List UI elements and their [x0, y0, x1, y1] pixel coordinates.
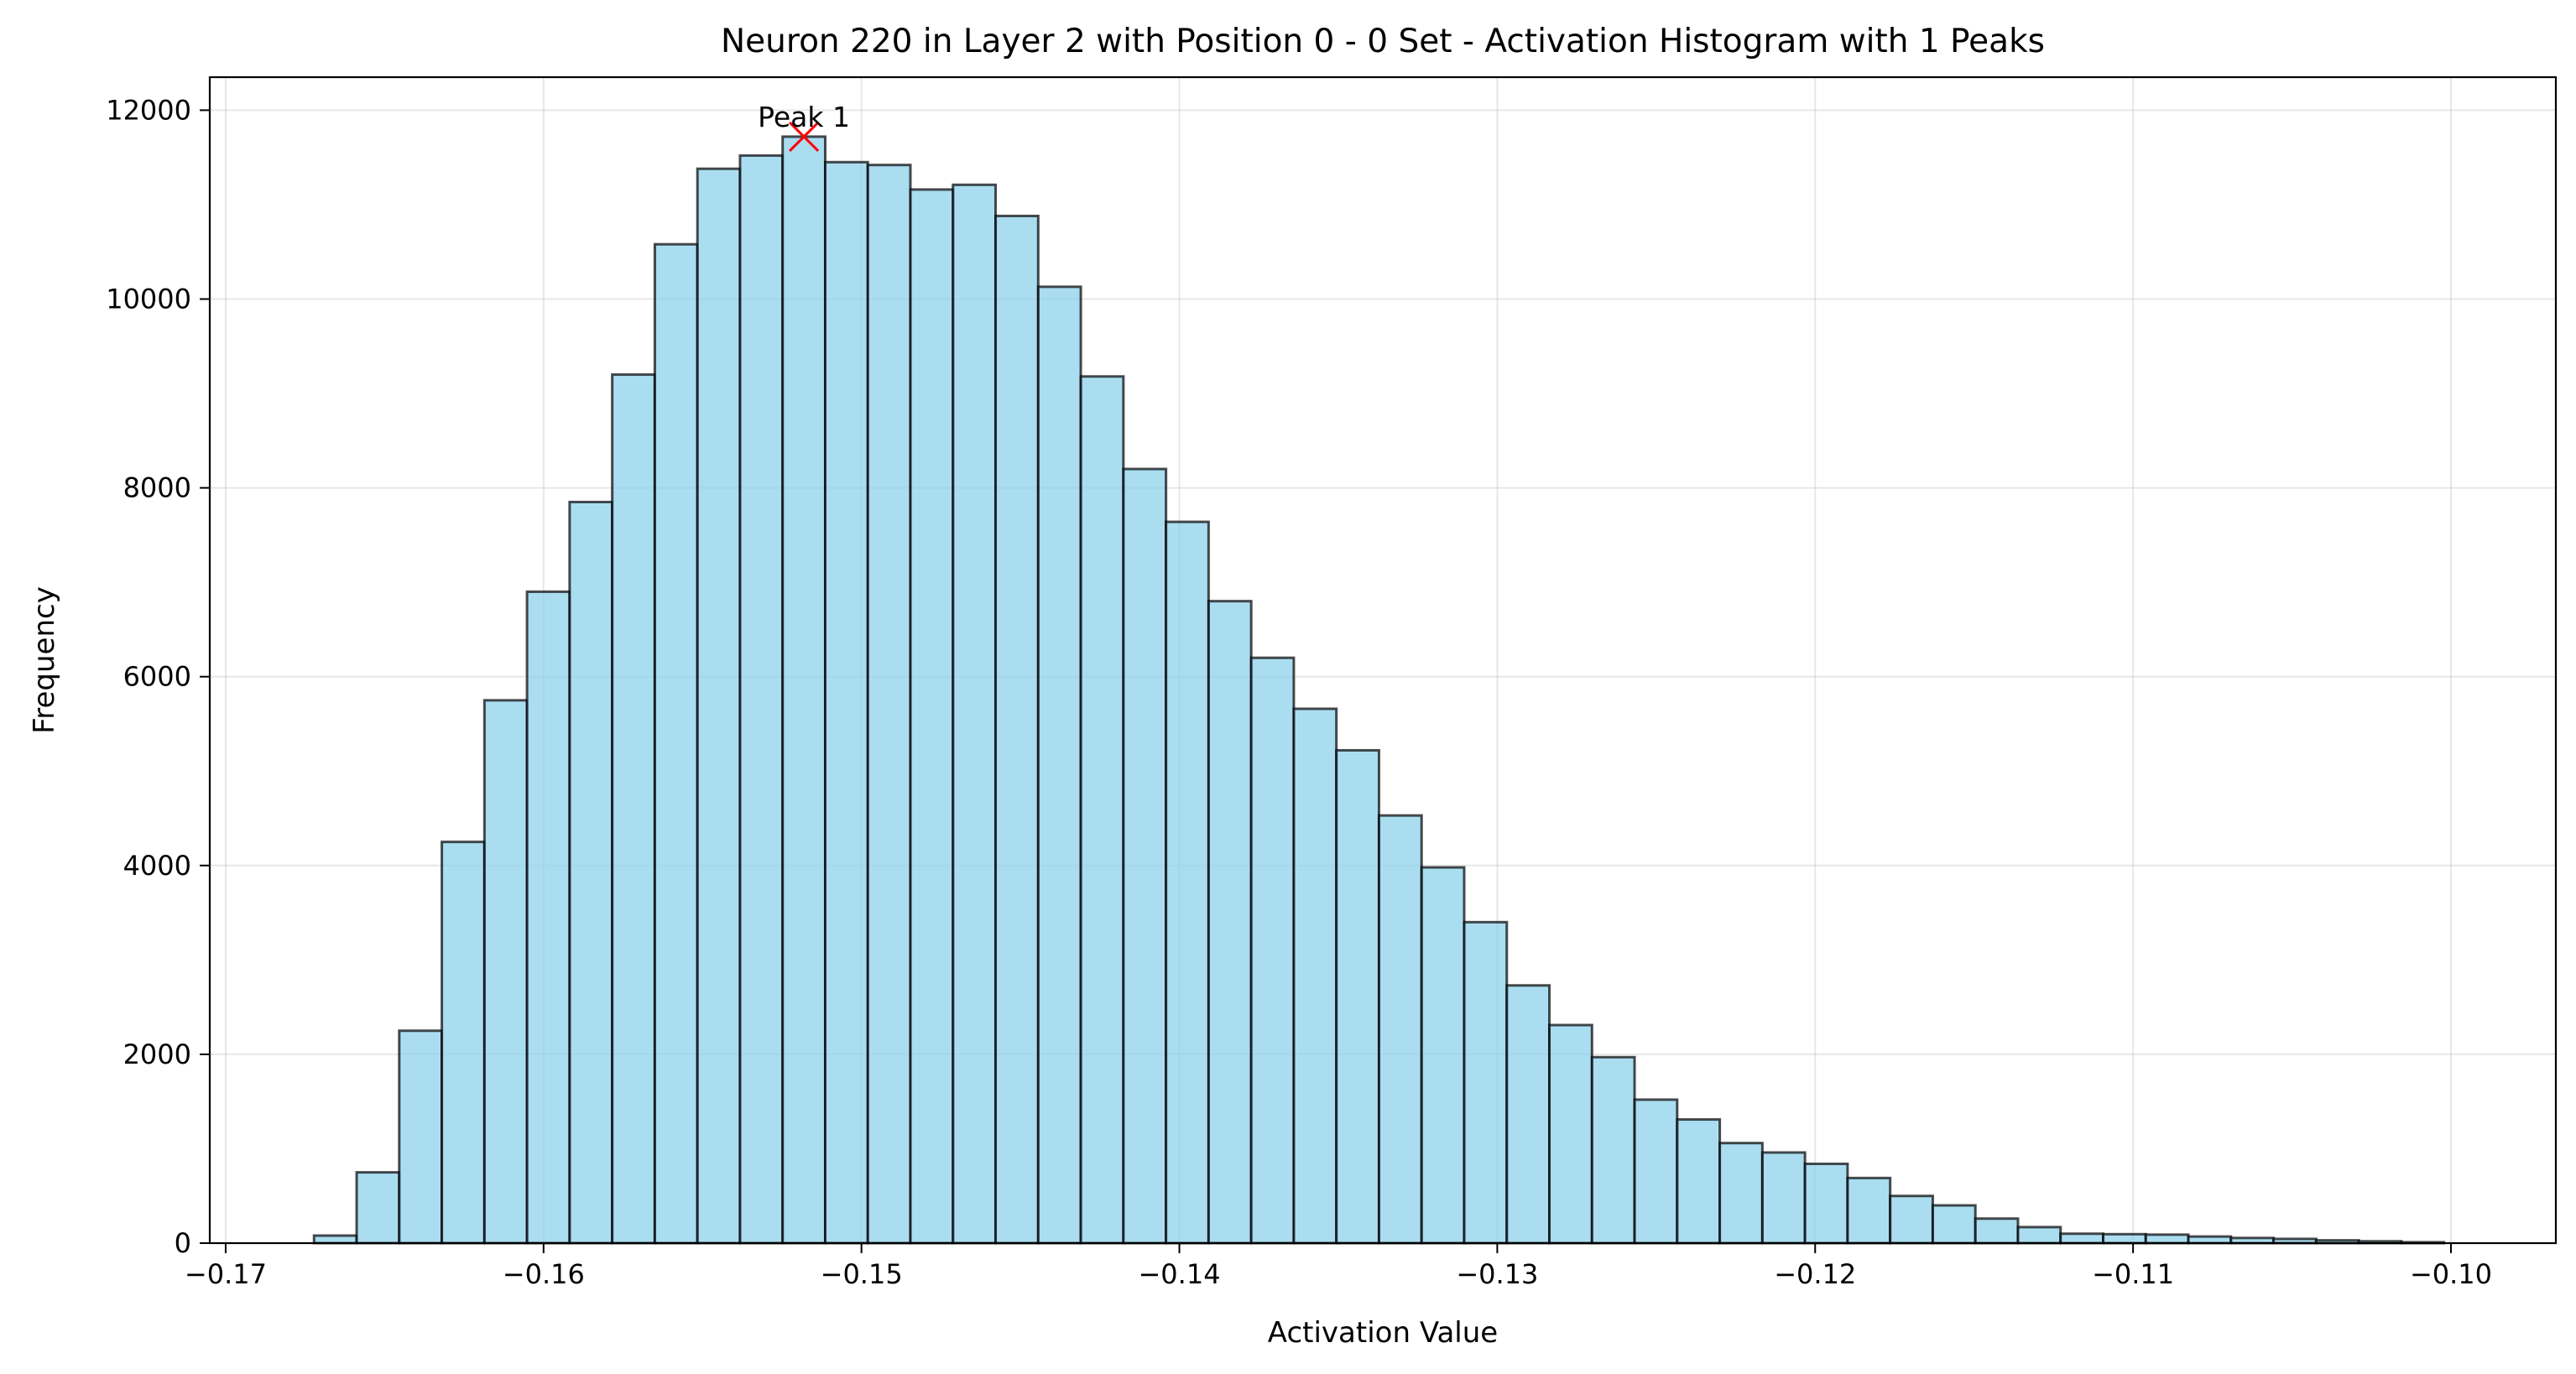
histogram-bar: [1633, 1098, 1679, 1245]
peak-x-stroke: [789, 121, 820, 152]
x-tick-label: −0.15: [821, 1258, 903, 1290]
plot-area-frame: [208, 75, 2558, 1245]
histogram-bar: [2187, 1235, 2233, 1245]
histogram-bar: [1974, 1217, 2020, 1245]
histogram-bar: [738, 154, 785, 1245]
histogram-bar: [1718, 1142, 1764, 1245]
histogram-bar: [355, 1171, 401, 1245]
x-axis-label: Activation Value: [1268, 1316, 1498, 1350]
y-tick-label: 2000: [123, 1038, 191, 1070]
histogram-bar: [866, 164, 912, 1245]
peak-marker: [789, 121, 820, 152]
histogram-bar: [1335, 748, 1380, 1245]
histogram-bar: [1803, 1162, 1849, 1245]
y-tick-label: 0: [175, 1227, 191, 1259]
histogram-bar: [1676, 1118, 1722, 1245]
y-axis-ticks: 0 2000 4000 6000 8000 10000 12000: [106, 94, 210, 1259]
histogram-bar: [2059, 1232, 2105, 1245]
histogram-bar: [1760, 1151, 1807, 1245]
histogram-bar: [312, 1234, 358, 1245]
histogram-bar: [1505, 984, 1551, 1245]
histogram-bar: [398, 1029, 444, 1245]
histogram-bar: [1931, 1204, 1977, 1245]
histogram-bar: [441, 841, 486, 1245]
histogram-bar: [1377, 814, 1423, 1245]
histogram-bar: [952, 183, 998, 1245]
x-tick-label: −0.12: [1774, 1258, 1856, 1290]
histogram-bar: [1165, 520, 1210, 1245]
histogram-bar: [1122, 467, 1168, 1245]
y-tick-label: 8000: [123, 472, 191, 504]
histogram-bar: [1846, 1176, 1892, 1245]
histogram-bars: [312, 135, 2446, 1245]
histogram-bar: [1249, 656, 1296, 1245]
histogram-bar: [781, 135, 827, 1245]
histogram-bar: [482, 699, 529, 1245]
y-tick-label: 12000: [106, 94, 191, 126]
histogram-bar: [568, 500, 614, 1245]
x-axis-ticks: −0.17 −0.16 −0.15 −0.14 −0.13 −0.12 −0.11 −0.10: [185, 1243, 2492, 1290]
histogram-bar: [1548, 1023, 1593, 1245]
histogram-bar: [1420, 866, 1466, 1245]
histogram-bar: [909, 188, 955, 1245]
peak-markers: Peak 1: [758, 101, 850, 152]
histogram-bar: [2102, 1232, 2147, 1245]
histogram-bar: [2016, 1226, 2062, 1245]
x-tick-label: −0.16: [503, 1258, 585, 1290]
histogram-bar: [1463, 920, 1509, 1245]
histogram-bar: [1079, 375, 1125, 1245]
x-tick-label: −0.10: [2410, 1258, 2492, 1290]
x-tick-label: −0.13: [1456, 1258, 1538, 1290]
histogram-bar: [823, 160, 869, 1245]
histogram-bar: [611, 373, 656, 1245]
x-tick-label: −0.11: [2092, 1258, 2174, 1290]
peak-label: Peak 1: [758, 101, 850, 133]
histogram-bar: [1889, 1194, 1934, 1245]
histogram-bar: [2144, 1233, 2190, 1245]
chart-title: Neuron 220 in Layer 2 with Position 0 - …: [721, 23, 2045, 60]
histogram-bar: [1207, 600, 1253, 1245]
histogram-bar: [696, 167, 742, 1245]
x-tick-label: −0.14: [1138, 1258, 1220, 1290]
histogram-bar: [1036, 285, 1082, 1245]
histogram-bar: [1590, 1055, 1636, 1245]
y-axis-label: Frequency: [28, 586, 61, 734]
y-tick-label: 4000: [123, 850, 191, 882]
histogram-bar: [994, 214, 1040, 1245]
x-tick-label: −0.17: [185, 1258, 267, 1290]
y-tick-label: 10000: [106, 283, 191, 315]
histogram-bar: [525, 590, 571, 1245]
y-tick-label: 6000: [123, 661, 191, 693]
histogram-bar: [653, 242, 699, 1245]
histogram-bar: [1292, 707, 1338, 1245]
